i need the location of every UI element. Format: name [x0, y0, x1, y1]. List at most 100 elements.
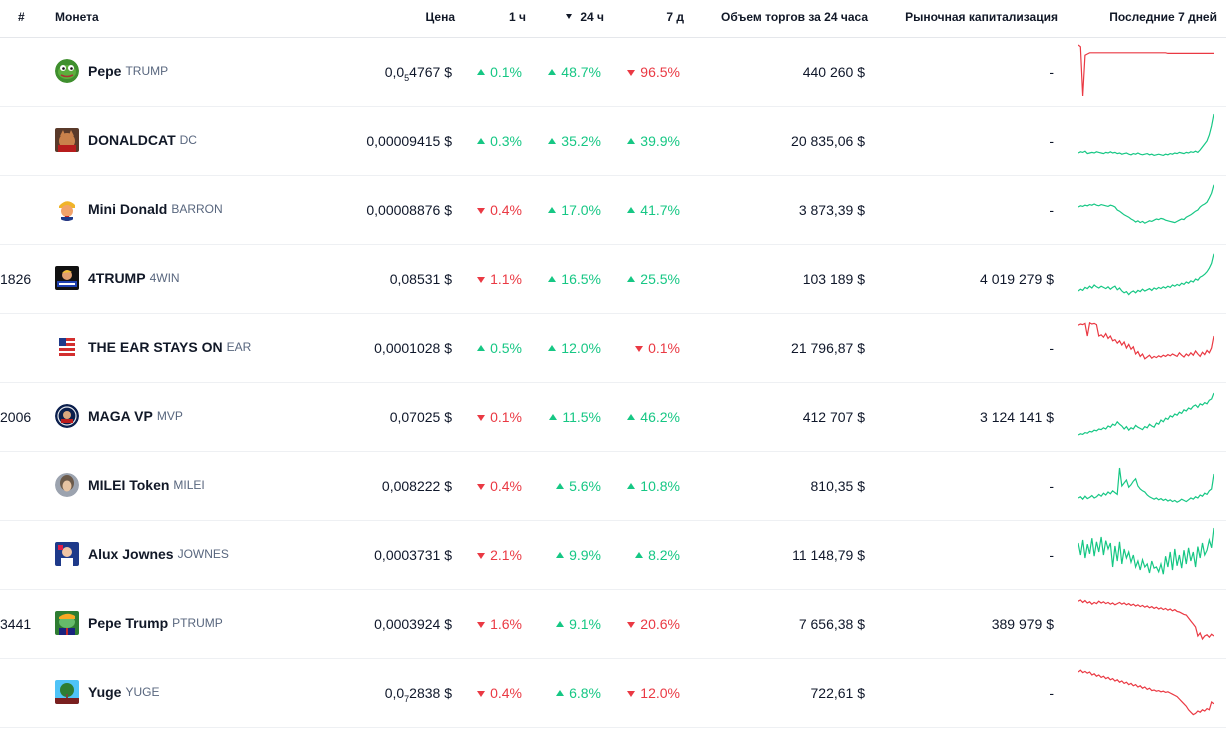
pepe-frog-icon [55, 59, 88, 83]
sparkline-svg [1077, 392, 1215, 436]
price: 0,008222 $ [381, 478, 452, 494]
caret-up-icon [477, 138, 486, 144]
coin-symbol: JOWNES [177, 547, 229, 561]
volume-24h: 440 260 $ [802, 64, 865, 80]
price: 0,00008876 $ [366, 202, 452, 218]
sparkline-svg [1077, 527, 1215, 575]
change-h1: 0.1% [477, 64, 522, 80]
coin-name[interactable]: MILEI Token [88, 477, 170, 493]
change-d7: 46.2% [627, 409, 680, 425]
coin-name[interactable]: DONALDCAT [88, 132, 176, 148]
caret-down-icon [627, 622, 636, 628]
coin-cell[interactable]: Pepe Trump PTRUMP [55, 611, 223, 635]
coin-name[interactable]: Pepe [88, 63, 122, 79]
coin-cell[interactable]: Mini Donald BARRON [55, 197, 223, 221]
table-row[interactable]: 1826 4TRUMP 4WIN 0,08531 $ 1.1% 16.5% 25.5% 103… [0, 245, 1226, 314]
sparkline-line [1077, 527, 1215, 575]
sparkline-line [1077, 599, 1215, 641]
caret-down-icon [477, 691, 486, 697]
market-cap: 389 979 $ [991, 616, 1054, 632]
sparkline-svg [1077, 253, 1215, 296]
caret-up-icon [477, 345, 486, 351]
market-cap: - [1049, 202, 1054, 218]
coin-symbol: PTRUMP [172, 616, 223, 630]
table-row[interactable]: Alux Jownes JOWNES 0,0003731 $ 2.1% 9.9% 8.2%… [0, 521, 1226, 590]
header-price[interactable]: Цена [425, 10, 455, 24]
header-1h[interactable]: 1 ч [509, 10, 526, 24]
coin-cell[interactable]: Pepe TRUMP [55, 59, 168, 83]
coin-cell[interactable]: Alux Jownes JOWNES [55, 542, 229, 566]
coin-cell[interactable]: MAGA VP MVP [55, 404, 183, 428]
caret-up-icon [627, 138, 636, 144]
header-24h-label: 24 ч [580, 10, 604, 24]
header-coin[interactable]: Монета [55, 10, 99, 24]
coin-name[interactable]: 4TRUMP [88, 270, 146, 286]
change-h24: 11.5% [549, 409, 601, 425]
coin-cell[interactable]: MILEI Token MILEI [55, 473, 205, 497]
caret-down-icon [477, 553, 486, 559]
coin-cell[interactable]: Yuge YUGE [55, 680, 159, 704]
change-h24: 5.6% [556, 478, 601, 494]
table-row[interactable]: THE EAR STAYS ON EAR 0,0001028 $ 0.5% 12.0% 0… [0, 314, 1226, 383]
price: 0,054767 $ [384, 64, 452, 83]
caret-down-icon [477, 484, 486, 490]
table-row[interactable]: MILEI Token MILEI 0,008222 $ 0.4% 5.6% 10.8% 8… [0, 452, 1226, 521]
change-h1: 0.5% [477, 340, 522, 356]
header-mcap[interactable]: Рыночная капитализация [905, 10, 1058, 24]
coin-name[interactable]: Alux Jownes [88, 546, 174, 562]
sparkline-line [1077, 44, 1214, 97]
table-row[interactable]: Pepe TRUMP 0,054767 $ 0.1% 48.7% 96.5% 440 260… [0, 38, 1226, 107]
table-header: # Монета Цена 1 ч 24 ч 7 д Объем торгов … [0, 0, 1226, 38]
flag-ear-icon [55, 335, 88, 359]
header-7d[interactable]: 7 д [666, 10, 684, 24]
change-h24: 16.5% [548, 271, 601, 287]
price: 0,00009415 $ [366, 133, 452, 149]
coin-symbol: EAR [226, 340, 252, 354]
header-rank[interactable]: # [18, 10, 25, 24]
price: 0,072838 $ [384, 685, 452, 704]
caret-up-icon [548, 69, 557, 75]
sparkline-line [1077, 392, 1215, 436]
volume-24h: 3 873,39 $ [798, 202, 865, 218]
change-h24: 9.9% [556, 547, 601, 563]
sparkline-line [1077, 113, 1215, 157]
table-row[interactable]: Yuge YUGE 0,072838 $ 0.4% 6.8% 12.0% 722,61 $ - [0, 659, 1226, 728]
caret-down-icon [627, 70, 636, 76]
coin-cell[interactable]: DONALDCAT DC [55, 128, 197, 152]
change-d7: 20.6% [627, 616, 680, 632]
change-h1: 0.4% [477, 202, 522, 218]
table-row[interactable]: 2006 MAGA VP MVP 0,07025 $ 0.1% 11.5% 46.2% 412… [0, 383, 1226, 452]
change-h24: 6.8% [556, 685, 601, 701]
table-row[interactable]: DONALDCAT DC 0,00009415 $ 0.3% 35.2% 39.9% 20 … [0, 107, 1226, 176]
header-24h[interactable]: 24 ч [566, 10, 604, 24]
table-row[interactable]: Mini Donald BARRON 0,00008876 $ 0.4% 17.0% 41… [0, 176, 1226, 245]
caret-down-icon [477, 277, 486, 283]
coin-name[interactable]: Pepe Trump [88, 615, 169, 631]
coin-cell[interactable]: 4TRUMP 4WIN [55, 266, 180, 290]
change-h1: 0.3% [477, 133, 522, 149]
header-volume[interactable]: Объем торгов за 24 часа [721, 10, 868, 24]
sparkline-7d [1077, 249, 1215, 312]
caret-up-icon [635, 552, 644, 558]
volume-24h: 810,35 $ [810, 478, 866, 494]
change-d7: 8.2% [635, 547, 680, 563]
sparkline-line [1077, 184, 1215, 224]
coin-name[interactable]: THE EAR STAYS ON [88, 339, 223, 355]
coin-name[interactable]: Yuge [88, 684, 122, 700]
change-d7: 41.7% [627, 202, 680, 218]
coin-symbol: MILEI [173, 478, 205, 492]
change-h24: 35.2% [548, 133, 601, 149]
volume-24h: 20 835,06 $ [791, 133, 865, 149]
coin-name[interactable]: MAGA VP [88, 408, 153, 424]
caret-up-icon [556, 690, 565, 696]
caret-up-icon [627, 276, 636, 282]
coin-name[interactable]: Mini Donald [88, 201, 168, 217]
change-h1: 0.4% [477, 685, 522, 701]
change-d7: 39.9% [627, 133, 680, 149]
coin-cell[interactable]: THE EAR STAYS ON EAR [55, 335, 251, 359]
sparkline-svg [1077, 321, 1215, 360]
caret-down-icon [477, 208, 486, 214]
donald-cartoon-icon [55, 197, 88, 221]
sparkline-7d [1077, 456, 1215, 519]
table-row[interactable]: 3441 Pepe Trump PTRUMP 0,0003924 $ 1.6% 9.1% 2… [0, 590, 1226, 659]
